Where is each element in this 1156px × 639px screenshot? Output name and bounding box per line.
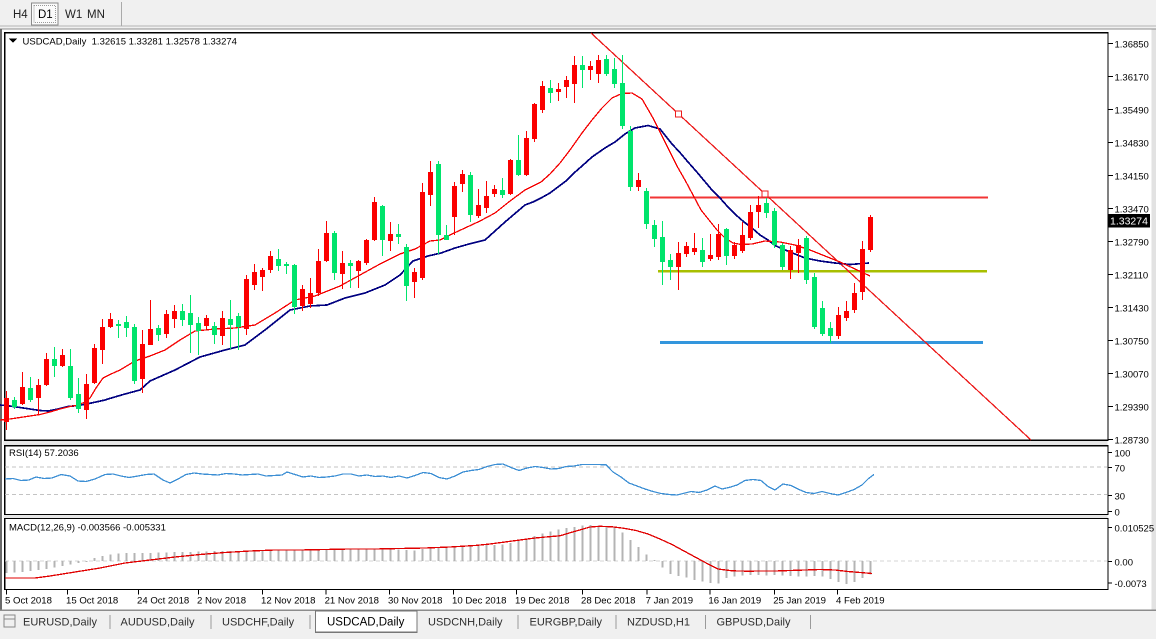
- svg-text:2 Nov 2018: 2 Nov 2018: [197, 596, 246, 607]
- svg-text:100: 100: [1115, 448, 1131, 459]
- svg-text:1.29390: 1.29390: [1115, 402, 1149, 413]
- svg-text:0.010525: 0.010525: [1115, 523, 1155, 534]
- svg-text:1.32110: 1.32110: [1115, 270, 1149, 281]
- svg-text:0.00: 0.00: [1115, 557, 1134, 568]
- svg-text:28 Dec 2018: 28 Dec 2018: [581, 596, 635, 607]
- svg-text:MN: MN: [87, 9, 105, 21]
- svg-text:5 Oct 2018: 5 Oct 2018: [5, 596, 52, 607]
- svg-text:H4: H4: [13, 9, 28, 21]
- svg-text:USDCAD,Daily 1.32615 1.33281: USDCAD,Daily 1.32615 1.33281 1.32578 1.3…: [23, 36, 237, 47]
- svg-text:16 Jan 2019: 16 Jan 2019: [708, 596, 761, 607]
- svg-text:19 Dec 2018: 19 Dec 2018: [515, 596, 569, 607]
- svg-text:0: 0: [1115, 507, 1120, 518]
- svg-text:1.34150: 1.34150: [1115, 171, 1149, 182]
- svg-text:GBPUSD,Daily: GBPUSD,Daily: [717, 617, 791, 629]
- svg-text:30 Nov 2018: 30 Nov 2018: [388, 596, 442, 607]
- svg-text:1.32790: 1.32790: [1115, 237, 1149, 248]
- svg-text:4 Feb 2019: 4 Feb 2019: [836, 596, 885, 607]
- svg-text:24 Oct 2018: 24 Oct 2018: [137, 596, 189, 607]
- svg-text:NZDUSD,H1: NZDUSD,H1: [627, 617, 690, 629]
- svg-text:1.31430: 1.31430: [1115, 303, 1149, 314]
- svg-text:1.30750: 1.30750: [1115, 336, 1149, 347]
- svg-text:7 Jan 2019: 7 Jan 2019: [646, 596, 693, 607]
- svg-text:12 Nov 2018: 12 Nov 2018: [261, 596, 315, 607]
- svg-text:W1: W1: [65, 9, 82, 21]
- svg-text:USDCHF,Daily: USDCHF,Daily: [222, 617, 295, 629]
- svg-text:1.33274: 1.33274: [1110, 215, 1148, 227]
- svg-text:30: 30: [1115, 491, 1126, 502]
- svg-text:-0.0073: -0.0073: [1115, 579, 1147, 590]
- svg-text:1.30070: 1.30070: [1115, 369, 1149, 380]
- svg-text:AUDUSD,Daily: AUDUSD,Daily: [121, 617, 195, 629]
- svg-text:RSI(14) 57.2036: RSI(14) 57.2036: [9, 448, 79, 459]
- svg-text:USDCAD,Daily: USDCAD,Daily: [327, 617, 405, 629]
- svg-text:EURGBP,Daily: EURGBP,Daily: [530, 617, 603, 629]
- svg-text:1.36850: 1.36850: [1115, 39, 1149, 50]
- svg-text:MACD(12,26,9) -0.003566 -0.005: MACD(12,26,9) -0.003566 -0.005331: [9, 523, 166, 534]
- svg-text:1.35490: 1.35490: [1115, 105, 1149, 116]
- svg-text:21 Nov 2018: 21 Nov 2018: [325, 596, 379, 607]
- svg-text:1.28730: 1.28730: [1115, 435, 1149, 446]
- svg-text:10 Dec 2018: 10 Dec 2018: [452, 596, 506, 607]
- svg-text:D1: D1: [38, 9, 53, 21]
- svg-text:15 Oct 2018: 15 Oct 2018: [66, 596, 118, 607]
- svg-text:USDCNH,Daily: USDCNH,Daily: [428, 617, 503, 629]
- svg-text:1.33470: 1.33470: [1115, 204, 1149, 215]
- svg-text:70: 70: [1115, 463, 1126, 474]
- svg-text:1.34830: 1.34830: [1115, 138, 1149, 149]
- svg-text:EURUSD,Daily: EURUSD,Daily: [23, 617, 97, 629]
- svg-text:25 Jan 2019: 25 Jan 2019: [773, 596, 826, 607]
- svg-text:1.36170: 1.36170: [1115, 72, 1149, 83]
